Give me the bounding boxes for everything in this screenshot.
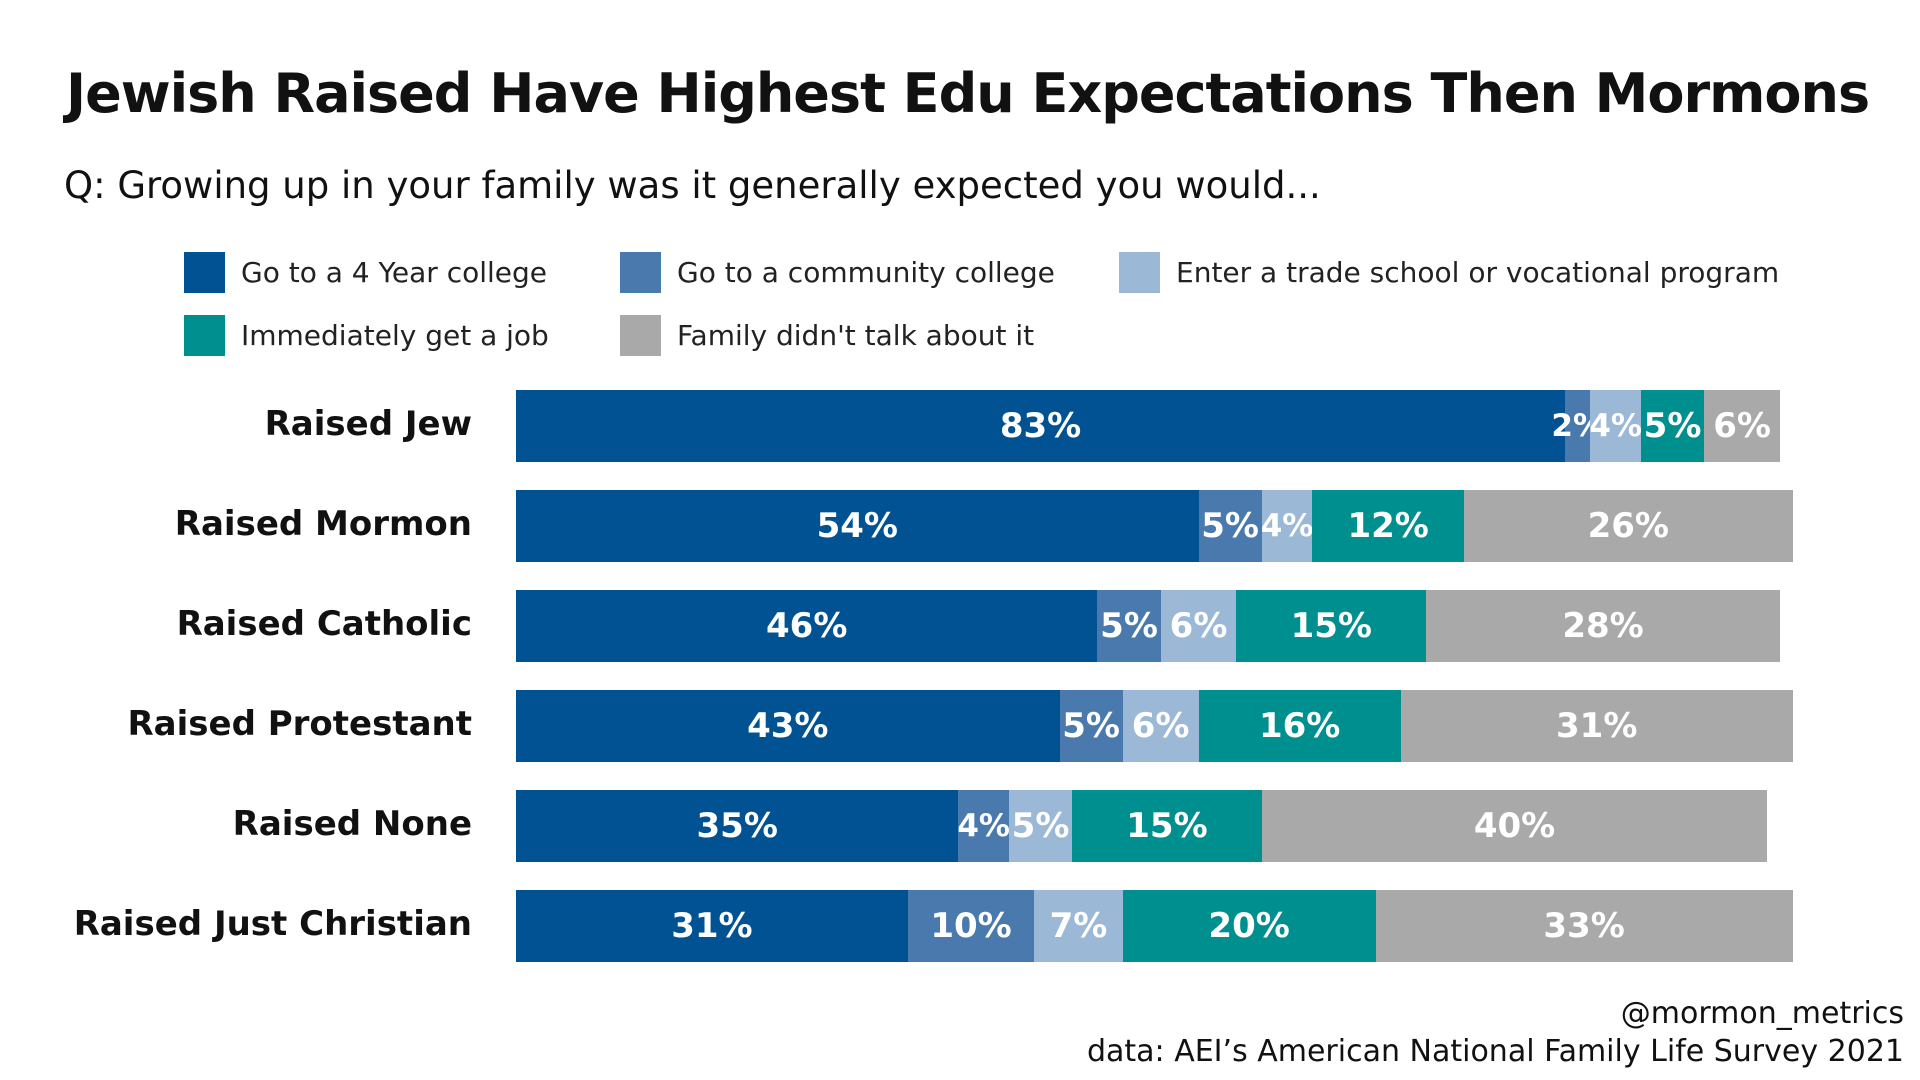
legend-label: Go to a 4 Year college: [241, 256, 548, 289]
legend-swatch: [620, 315, 661, 356]
bar-segment: 46%: [516, 590, 1098, 662]
legend-item: Immediately get a job: [184, 315, 549, 356]
bar-value-label: 7%: [1049, 906, 1108, 946]
bar-segment: 83%: [516, 390, 1566, 462]
bar-value-label: 15%: [1126, 806, 1208, 846]
legend-swatch: [184, 315, 225, 356]
bar-value-label: 6%: [1169, 606, 1228, 646]
bar-value-label: 40%: [1473, 806, 1556, 846]
bar-value-label: 35%: [696, 806, 778, 846]
category-label: Raised None: [232, 804, 472, 844]
bar-segment: 5%: [1097, 590, 1161, 662]
bar-segment: 5%: [1059, 690, 1123, 762]
bar-segment: 43%: [516, 690, 1060, 762]
bar-value-label: 5%: [1100, 606, 1158, 646]
bar-value-label: 54%: [816, 506, 898, 546]
bar-segment: 28%: [1426, 590, 1780, 662]
bar-value-label: 10%: [930, 906, 1012, 946]
legend-item: Go to a community college: [620, 252, 1055, 293]
bar-segment: 10%: [907, 890, 1035, 962]
bar-segment: 40%: [1261, 790, 1768, 862]
bar-value-label: 4%: [957, 808, 1010, 844]
bar-segment: 7%: [1034, 890, 1123, 962]
bar-value-label: 12%: [1347, 506, 1429, 546]
category-label: Raised Protestant: [127, 704, 473, 744]
bar-value-label: 15%: [1290, 606, 1372, 646]
bar-segment: 20%: [1122, 890, 1376, 962]
legend: Go to a 4 Year college Go to a community …: [0, 0, 1920, 360]
chart-title: Jewish Raised Have Highest Edu Expectati…: [66, 62, 1870, 125]
bar-segment: 15%: [1236, 590, 1427, 662]
bar-segment: 5%: [1640, 390, 1705, 462]
bar-value-label: 5%: [1643, 406, 1702, 446]
bar-value-label: 26%: [1587, 506, 1669, 546]
credit-handle: @mormon_metrics: [1620, 996, 1904, 1031]
legend-label: Go to a community college: [677, 256, 1055, 289]
credit-source: data: AEI’s American National Family Lif…: [1086, 1034, 1904, 1069]
bar-value-label: 20%: [1208, 906, 1290, 946]
legend-swatch: [620, 252, 661, 293]
bar-segment: 5%: [1008, 790, 1073, 862]
legend-label: Family didn't talk about it: [677, 319, 1035, 352]
bar-value-label: 6%: [1713, 406, 1771, 446]
bar-segment: 31%: [1400, 690, 1793, 762]
legend-swatch: [184, 252, 225, 293]
bar-segment: 16%: [1198, 690, 1401, 762]
bar-value-label: 16%: [1258, 706, 1341, 746]
bar-segment: 5%: [1198, 490, 1262, 562]
legend-item: Go to a 4 Year college: [184, 252, 547, 293]
category-label: Raised Jew: [264, 404, 472, 444]
bar-value-label: 31%: [671, 906, 753, 946]
bar-segment: 54%: [516, 490, 1199, 562]
category-label: Raised Catholic: [176, 604, 472, 644]
bar-value-label: 83%: [999, 406, 1082, 446]
bar-value-label: 5%: [1062, 706, 1120, 746]
bar-value-label: 46%: [766, 606, 848, 646]
bar-segment: 35%: [516, 790, 959, 862]
bar-value-label: 5%: [1011, 806, 1070, 846]
bar-segment: 6%: [1160, 590, 1237, 662]
bar-segment: 4%: [1589, 390, 1642, 462]
bar-value-label: 28%: [1562, 606, 1644, 646]
category-label: Raised Just Christian: [73, 904, 472, 944]
chart-subtitle: Q: Growing up in your family was it gene…: [64, 164, 1321, 207]
bar-segment: 33%: [1375, 890, 1793, 962]
bar-segment: 31%: [516, 890, 908, 962]
bar-segment: 12%: [1312, 490, 1464, 562]
legend-swatch: [1119, 252, 1160, 293]
bar-segment: 6%: [1122, 690, 1199, 762]
bar-segment: 4%: [1260, 490, 1314, 562]
bar-value-label: 33%: [1543, 906, 1625, 946]
bar-value-label: 4%: [1260, 508, 1314, 544]
bar-value-label: 31%: [1556, 706, 1638, 746]
bar-segment: 6%: [1704, 390, 1780, 462]
legend-item: Family didn't talk about it: [620, 315, 1034, 356]
bar-value-label: 4%: [1589, 408, 1642, 444]
bar-value-label: 5%: [1201, 506, 1259, 546]
bar-segment: 15%: [1072, 790, 1262, 862]
bar-value-label: 43%: [747, 706, 829, 746]
legend-label: Immediately get a job: [241, 319, 549, 352]
bar-segment: 2%: [1551, 390, 1604, 462]
bar-segment: 4%: [957, 790, 1010, 862]
bar-segment: 26%: [1464, 490, 1793, 562]
bar-value-label: 6%: [1131, 706, 1190, 746]
legend-label: Enter a trade school or vocational progr…: [1176, 256, 1780, 289]
category-label: Raised Mormon: [174, 504, 472, 544]
legend-item: Enter a trade school or vocational progr…: [1119, 252, 1779, 293]
